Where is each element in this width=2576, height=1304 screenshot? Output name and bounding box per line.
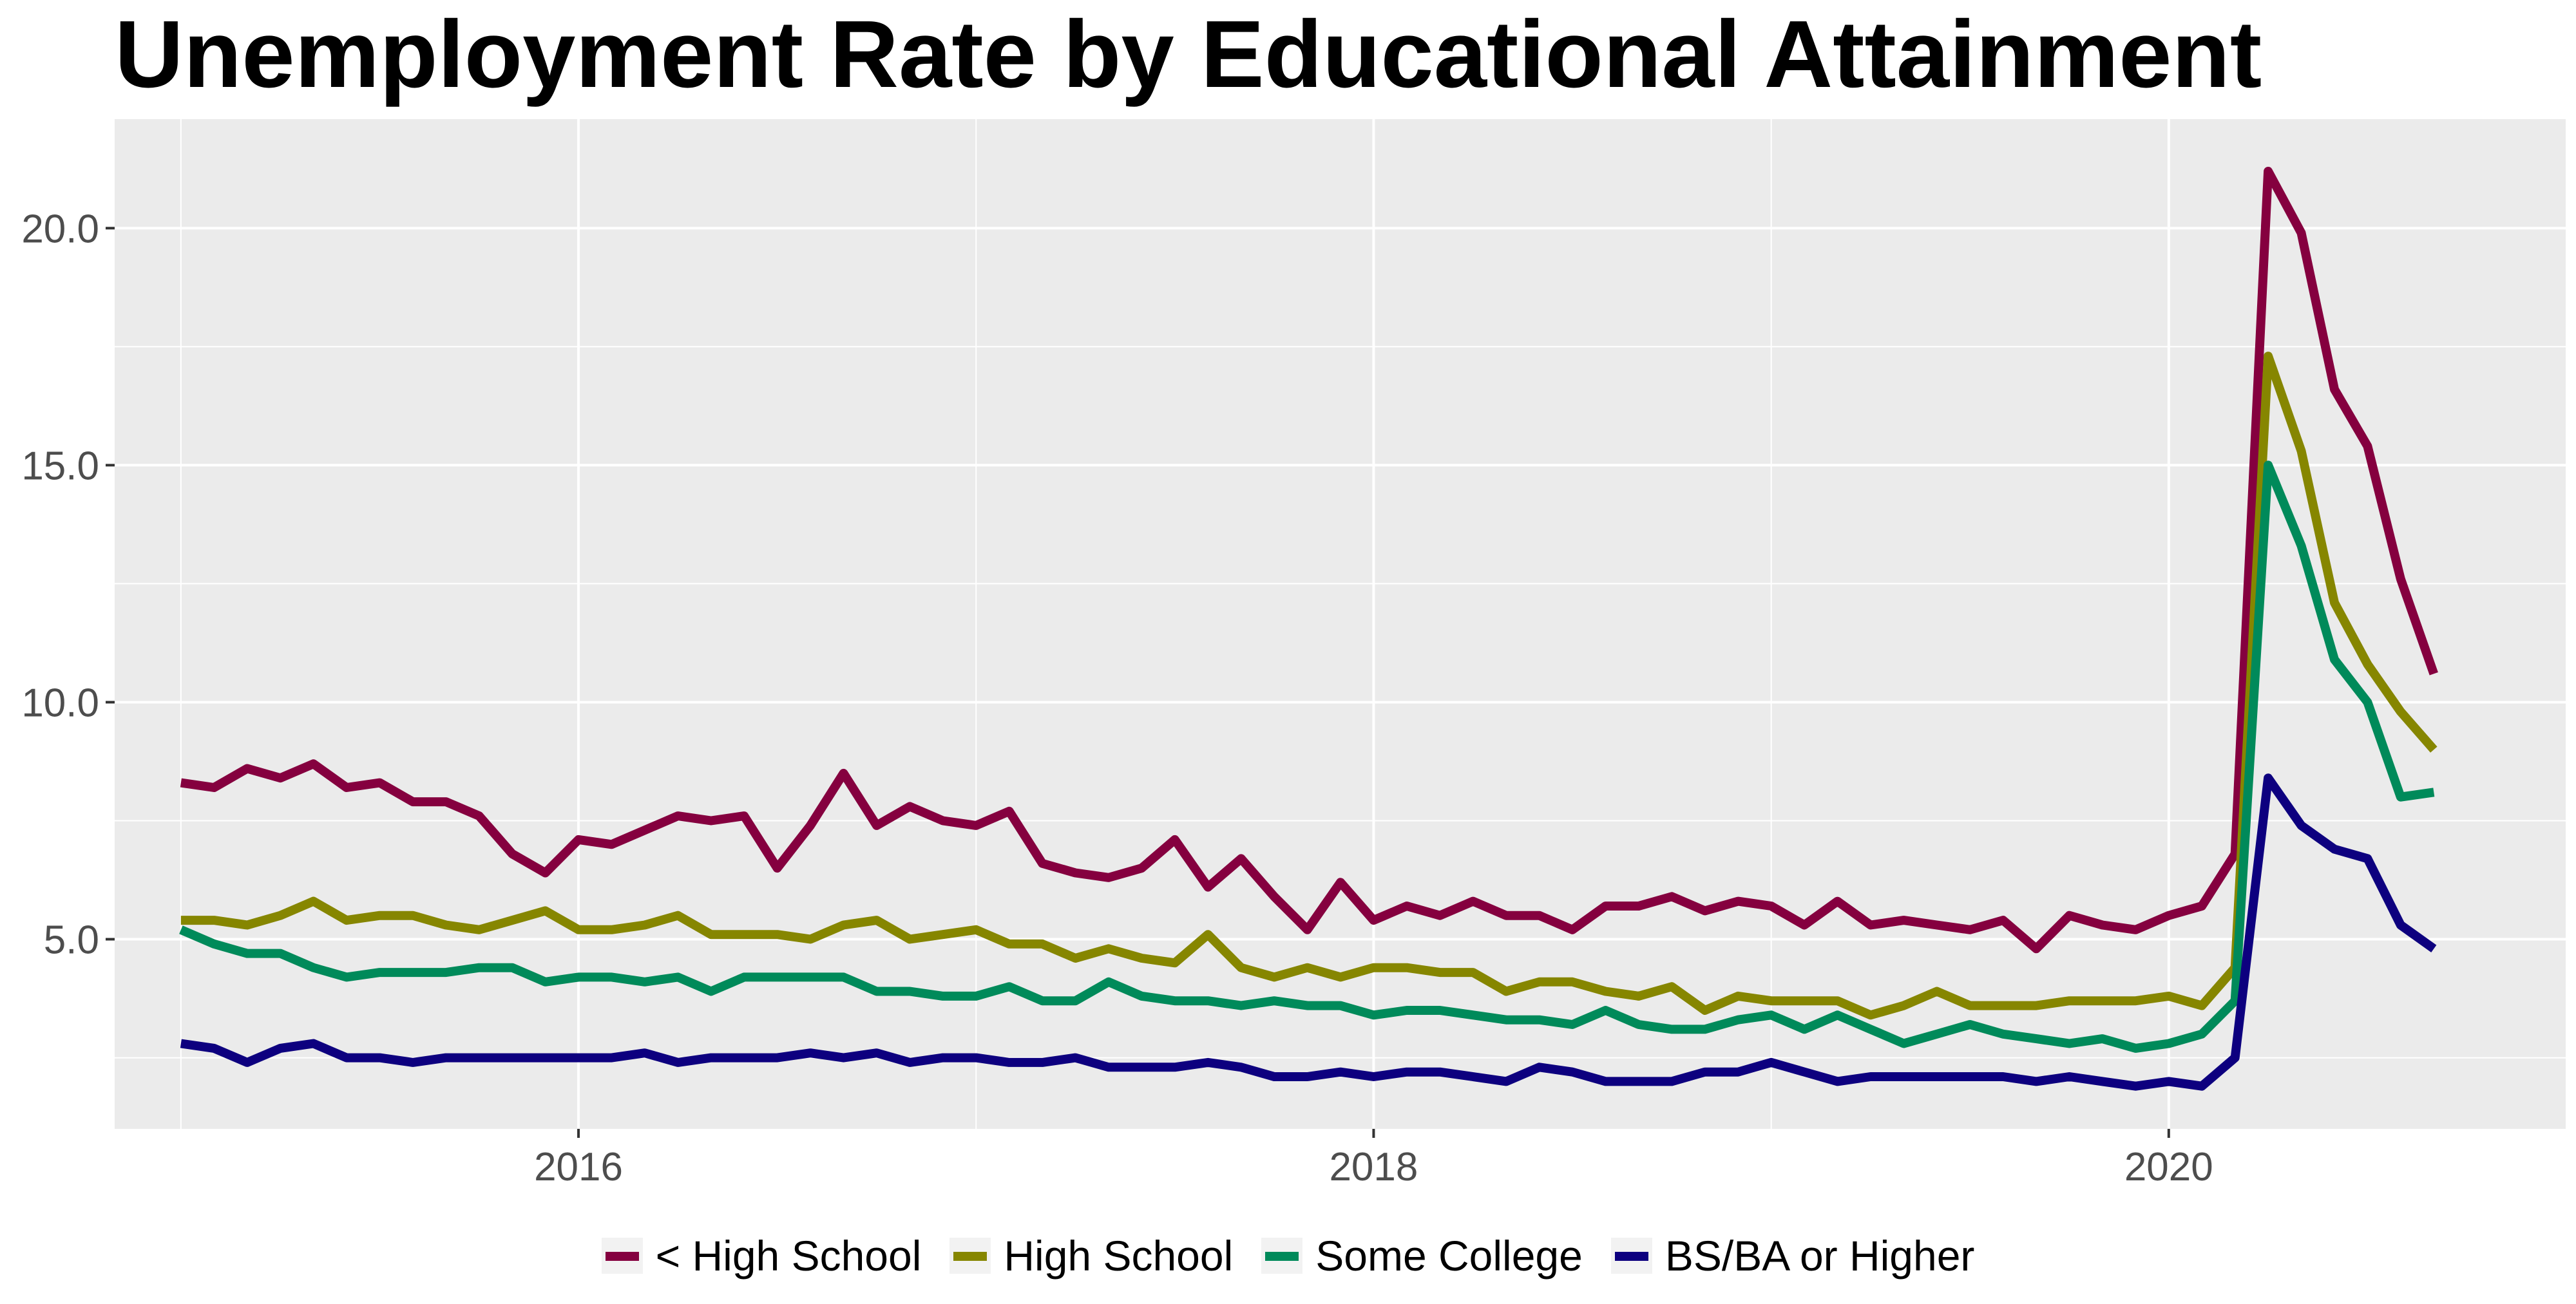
x-tick-label: 2016 bbox=[534, 1145, 623, 1189]
y-tick-label: 15.0 bbox=[21, 444, 99, 488]
legend-item-high-school: High School bbox=[949, 1231, 1233, 1280]
series-line-bs-ba-or-higher bbox=[180, 773, 2437, 1091]
legend-label: < High School bbox=[655, 1232, 922, 1280]
legend-key bbox=[1610, 1238, 1652, 1274]
legend-item-high-school: < High School bbox=[601, 1231, 922, 1280]
legend-key bbox=[1261, 1238, 1303, 1274]
legend-item-bs-ba-or-higher: BS/BA or Higher bbox=[1610, 1231, 1975, 1280]
y-tick-label: 10.0 bbox=[21, 681, 99, 725]
plot-panel bbox=[115, 119, 2566, 1129]
series-line-some-college bbox=[179, 460, 2435, 1053]
y-tick-label: 20.0 bbox=[21, 207, 99, 251]
legend-key bbox=[949, 1238, 991, 1274]
y-tick-label: 5.0 bbox=[44, 918, 99, 963]
legend-label: High School bbox=[1004, 1232, 1234, 1280]
series-line-high-school bbox=[180, 167, 2438, 954]
legend-item-some-college: Some College bbox=[1261, 1231, 1583, 1280]
legend-label: Some College bbox=[1315, 1232, 1583, 1280]
line-chart: 5.0 10.0 15.0 20.0 2016 2018 2020 bbox=[21, 119, 2567, 1189]
series-line-high-school bbox=[180, 352, 2438, 1020]
x-tick-label: 2018 bbox=[1329, 1145, 1418, 1189]
legend: < High School High School Some College BS/B… bbox=[0, 1224, 2576, 1288]
chart-title: Unemployment Rate by Educational Attainm… bbox=[115, 1, 2262, 108]
legend-key bbox=[601, 1238, 643, 1274]
x-tick-label: 2020 bbox=[2124, 1145, 2213, 1189]
legend-label: BS/BA or Higher bbox=[1665, 1232, 1975, 1280]
